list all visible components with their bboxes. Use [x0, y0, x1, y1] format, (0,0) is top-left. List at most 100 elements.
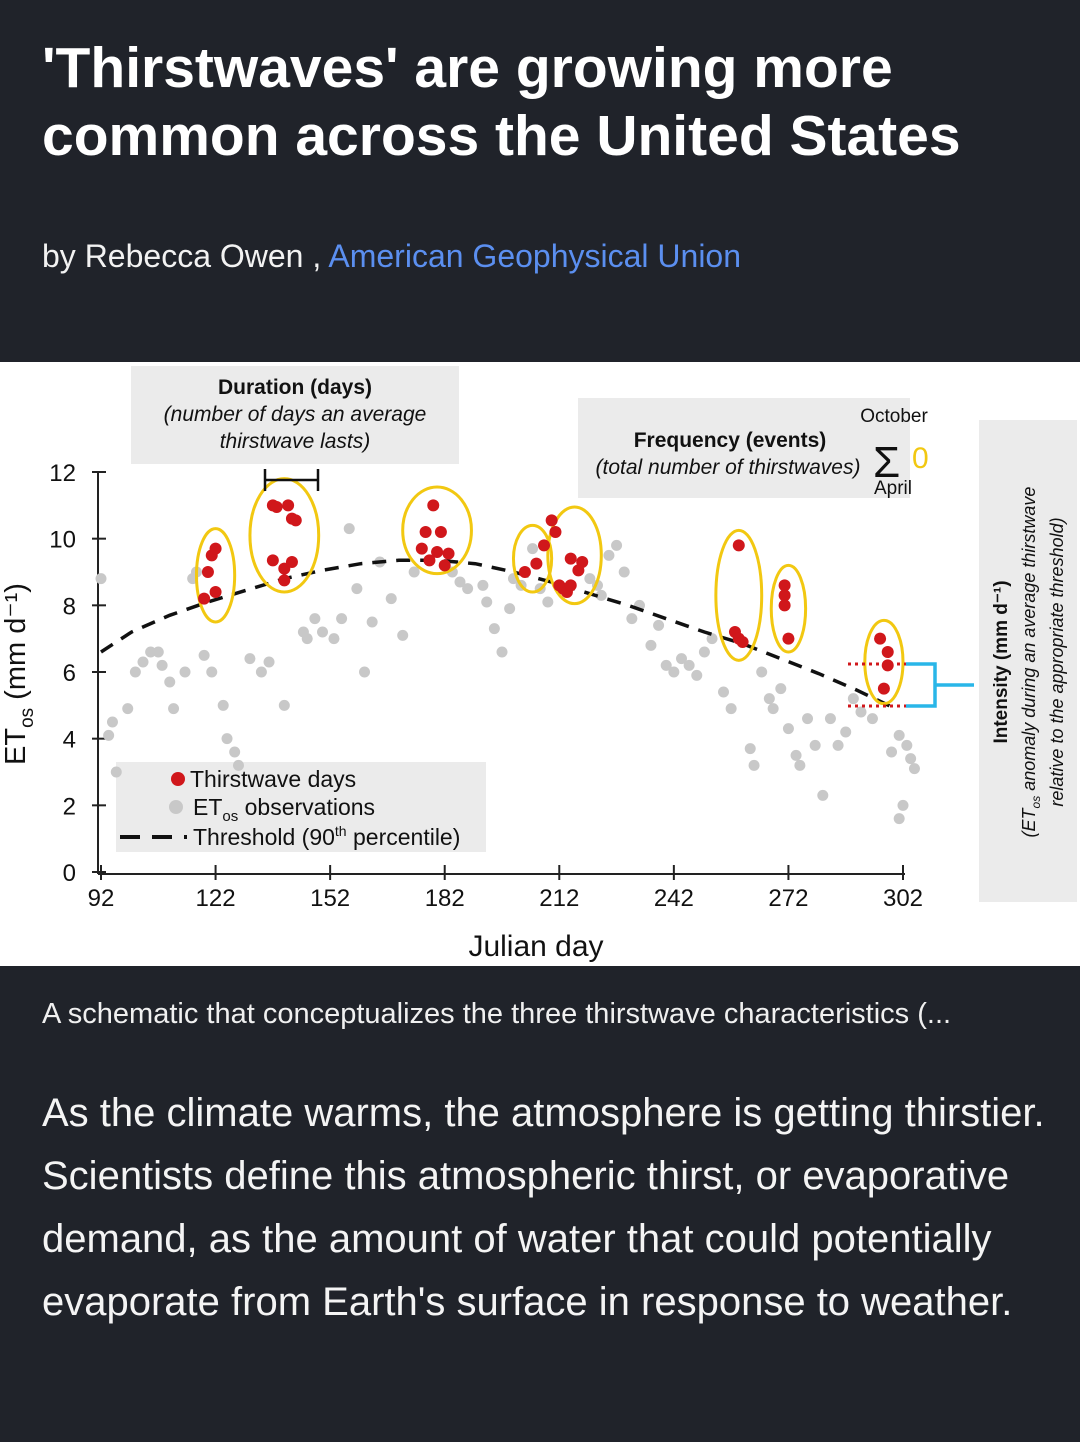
thirstwave-day-point [877, 682, 890, 695]
frequency-desc: (total number of thirstwaves) [596, 456, 861, 479]
article-title: 'Thirstwaves' are growing more common ac… [42, 36, 961, 168]
thirstwave-day-point [209, 586, 222, 598]
observation-point [782, 723, 794, 735]
article-body-paragraph: As the climate warms, the atmosphere is … [42, 1091, 1045, 1324]
thirstwave-day-point [778, 579, 791, 592]
legend-observation-label: ETos observations [193, 794, 375, 825]
legend-threshold-label: Threshold (90th percentile) [193, 823, 460, 850]
observation-point [164, 676, 176, 688]
observation-point [106, 716, 118, 728]
observation-point [309, 613, 321, 625]
observation-point [408, 566, 420, 578]
observation-point [691, 669, 703, 681]
frequency-april: April [874, 478, 912, 499]
observation-point [675, 653, 687, 665]
observation-point [145, 646, 157, 658]
byline-author: by Rebecca Owen , [42, 238, 322, 274]
byline: by Rebecca Owen , American Geophysical U… [42, 238, 741, 275]
intensity-desc-pre: (ET [1019, 806, 1039, 837]
observation-point [206, 666, 218, 678]
observation-point [893, 813, 905, 825]
observation-point [748, 759, 760, 771]
thirstwave-day-point [881, 646, 894, 658]
duration-ellipse [714, 528, 764, 662]
thirstwave-day-point [549, 526, 562, 538]
observation-point [866, 713, 878, 725]
x-tick-label: 182 [425, 885, 465, 912]
frequency-october: October [860, 406, 928, 427]
intensity-desc-line2: relative to the appropriate threshold) [1047, 517, 1067, 806]
thirstwave-day-point [530, 557, 543, 570]
observation-point [611, 539, 623, 551]
observation-point [229, 746, 241, 758]
thirstwave-day-point [564, 579, 577, 592]
observation-point [103, 729, 115, 741]
annotation-panels [116, 366, 1077, 902]
observation-point [221, 733, 233, 745]
y-tick-label: 0 [63, 860, 76, 887]
observation-point [767, 703, 779, 715]
observation-point [763, 693, 775, 705]
thirstwave-day-point [209, 542, 222, 555]
observation-point [744, 743, 756, 755]
observation-point [462, 583, 474, 595]
observation-point [901, 739, 913, 751]
duration-ellipse [401, 485, 473, 576]
observation-point [179, 666, 191, 678]
duration-ellipses-layer [194, 477, 905, 706]
observation-point [255, 666, 267, 678]
thirstwave-day-point [782, 632, 795, 645]
thirstwave-day-point [434, 526, 447, 538]
y-axis-label-sub: os [17, 708, 38, 728]
observation-point [809, 739, 821, 751]
legend-obs-main: ET [193, 794, 222, 820]
observation-point [886, 746, 898, 758]
thirstwave-day-point [576, 556, 589, 568]
frequency-title: Frequency (events) [634, 429, 827, 452]
y-tick-label: 12 [49, 460, 76, 487]
observations-layer [95, 523, 920, 825]
x-tick-label: 242 [654, 885, 694, 912]
figure-caption[interactable]: A schematic that conceptualizes the thre… [42, 998, 952, 1030]
observation-point [385, 593, 397, 605]
observation-point [527, 543, 539, 555]
observation-point [595, 589, 607, 601]
article-figure[interactable]: 0 2 4 6 8 10 12 92 122 152 182 212 242 272 302 Julian… [0, 362, 1080, 966]
thirstwave-day-point [564, 552, 577, 565]
thirstwave-day-point [285, 556, 298, 568]
observation-point [301, 633, 313, 645]
observation-point [897, 799, 909, 811]
duration-ellipse [194, 527, 237, 624]
y-tick-label: 6 [63, 660, 76, 687]
thirstwave-day-point [732, 539, 745, 552]
intensity-desc-line1: (ETos anomaly during an average thirstwa… [1019, 487, 1043, 838]
legend-obs-rest: observations [238, 794, 375, 820]
legend-threshold-sup: th [335, 823, 347, 839]
observation-point [168, 703, 180, 715]
x-tick-label: 152 [310, 885, 350, 912]
observation-point [893, 729, 905, 741]
thirstwave-day-point [431, 546, 444, 558]
duration-desc-line2: thirstwave lasts) [220, 430, 371, 453]
observation-point [653, 619, 665, 631]
y-tick-label: 4 [63, 727, 76, 754]
frequency-sigma: Σ [873, 438, 900, 487]
observation-point [366, 616, 378, 628]
thirstwave-day-point [874, 632, 887, 645]
thirstwave-day-point [282, 499, 295, 512]
observation-point [698, 646, 710, 658]
frequency-panel [578, 398, 910, 498]
observation-point [496, 646, 508, 658]
observation-point [488, 623, 500, 635]
intensity-desc-post: anomaly during an average thirstwave [1019, 487, 1039, 796]
observation-point [794, 759, 806, 771]
publisher-link[interactable]: American Geophysical Union [328, 238, 742, 274]
observation-point [232, 759, 244, 771]
observation-point [137, 656, 149, 668]
y-axis-label-unit: (mm d⁻¹) [0, 583, 32, 700]
observation-point [343, 523, 355, 535]
observation-point [618, 566, 630, 578]
observation-point [626, 613, 638, 625]
intensity-desc-sub: os [1029, 796, 1043, 809]
threshold-line [100, 558, 897, 711]
